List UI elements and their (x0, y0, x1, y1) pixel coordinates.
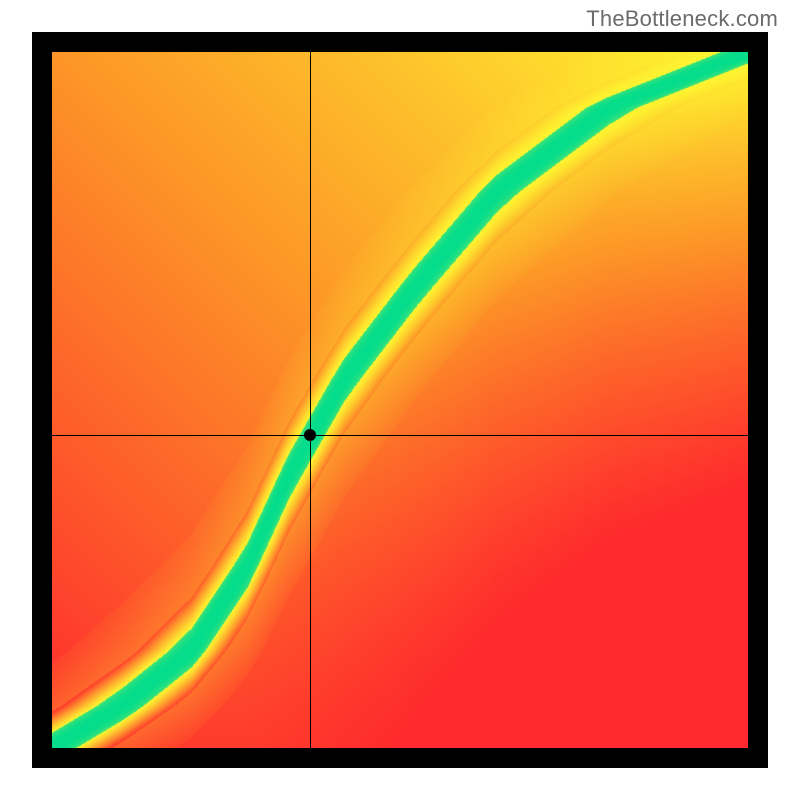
figure-container: TheBottleneck.com (0, 0, 800, 800)
plot-area (52, 52, 748, 748)
heatmap-canvas (52, 52, 748, 748)
watermark-text: TheBottleneck.com (586, 6, 778, 32)
plot-frame (32, 32, 768, 768)
